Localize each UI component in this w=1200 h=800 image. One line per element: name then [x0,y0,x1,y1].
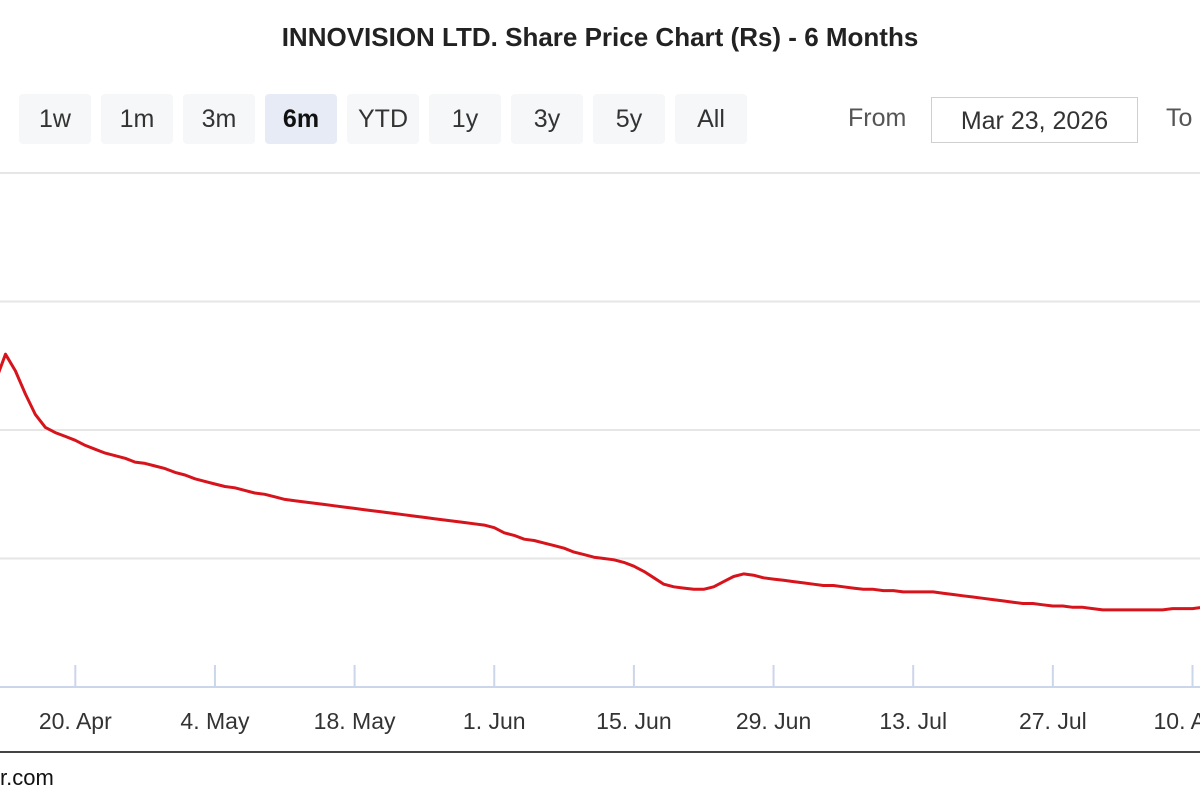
from-date-input[interactable]: Mar 23, 2026 [931,97,1138,143]
range-button-3y[interactable]: 3y [511,94,583,144]
range-button-ytd[interactable]: YTD [347,94,419,144]
x-tick-label: 10. Aug [1153,708,1200,734]
footer-source-text: r.com [0,765,54,790]
x-tick-label: 27. Jul [1019,708,1087,734]
range-button-5y[interactable]: 5y [593,94,665,144]
x-tick-label: 18. May [314,708,396,734]
gridlines [0,172,1200,560]
price-line-series [0,352,1200,612]
x-tick-label: 29. Jun [736,708,811,734]
range-button-1m[interactable]: 1m [101,94,173,144]
range-button-3m[interactable]: 3m [183,94,255,144]
from-label: From [848,104,907,132]
x-tick-label: 15. Jun [596,708,671,734]
range-button-1y[interactable]: 1y [429,94,501,144]
x-tick-label: 13. Jul [879,708,947,734]
range-button-1w[interactable]: 1w [19,94,91,144]
to-label: To [1166,104,1193,132]
range-button-all[interactable]: All [675,94,747,144]
x-tick-label: 4. May [180,708,250,734]
range-button-6m[interactable]: 6m [265,94,337,144]
x-axis-ticks: 20. Apr 4. May 18. May 1. Jun 15. Jun 29. Jun… [39,665,1200,734]
x-tick-label: 20. Apr [39,708,112,734]
x-tick-label: 1. Jun [463,708,526,734]
chart-title: INNOVISION LTD. Share Price Chart (Rs) -… [281,22,919,52]
